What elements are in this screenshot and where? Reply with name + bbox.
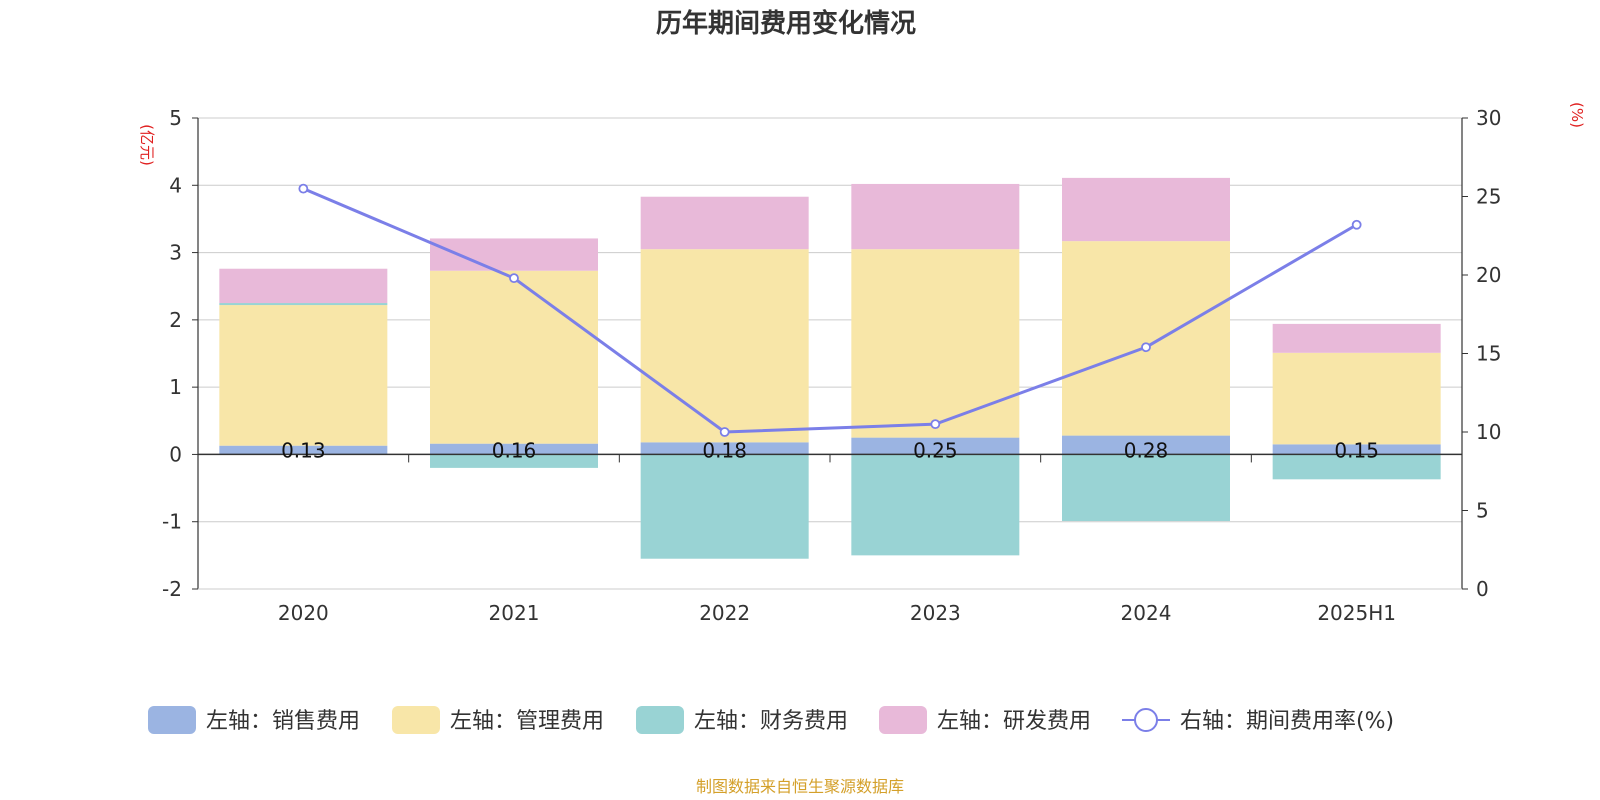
legend-swatch-1 — [392, 706, 440, 734]
legend-swatch-2 — [636, 706, 684, 734]
legend-swatch-0 — [148, 706, 196, 734]
bar-1-3 — [851, 249, 1020, 438]
grid-lines — [198, 117, 1462, 590]
data-label: 0.18 — [702, 438, 747, 462]
bar-2-4 — [1062, 454, 1230, 522]
bar-1-2 — [640, 249, 809, 443]
x-tick-label: 2022 — [699, 601, 750, 625]
left-tick-label: -2 — [162, 577, 182, 601]
x-tick-label: 2023 — [910, 601, 961, 625]
legend-label-4: 右轴：期间费用率(%) — [1180, 709, 1394, 734]
line-point-3 — [930, 419, 941, 430]
line-series — [298, 183, 1362, 437]
data-label: 0.13 — [281, 438, 326, 462]
bar-3-4 — [1062, 177, 1230, 242]
line-point-0 — [298, 183, 309, 194]
bar-3-2 — [640, 196, 809, 250]
left-tick-label: 4 — [169, 173, 182, 197]
bar-2-3 — [851, 454, 1020, 556]
data-label: 0.16 — [492, 438, 537, 462]
left-tick-label: 1 — [169, 375, 182, 399]
bar-0-0 — [219, 445, 388, 455]
bar-2-0 — [219, 303, 388, 306]
legend-label-2: 左轴：财务费用 — [694, 709, 848, 734]
left-tick-label: 2 — [169, 308, 182, 332]
legend-label-3: 左轴：研发费用 — [937, 709, 1091, 734]
data-label: 0.28 — [1124, 438, 1169, 462]
left-tick-label: 3 — [169, 241, 182, 265]
line-point-5 — [1351, 219, 1362, 230]
bar-0-2 — [640, 442, 809, 455]
right-tick-label: 15 — [1476, 342, 1501, 366]
source-note: 制图数据来自恒生聚源数据库 — [696, 777, 904, 796]
bar-2-5 — [1272, 454, 1441, 480]
left-tick-label: 0 — [169, 442, 182, 466]
right-axis: 30 25 20 15 10 5 0 — [1462, 106, 1501, 601]
right-tick-label: 10 — [1476, 420, 1501, 444]
legend-swatch-3 — [879, 706, 927, 734]
legend-marker-4 — [1134, 708, 1158, 732]
bar-1-5 — [1272, 352, 1441, 445]
right-tick-label: 20 — [1476, 263, 1501, 287]
bar-1-0 — [219, 305, 388, 446]
legend-label-1: 左轴：管理费用 — [450, 709, 604, 734]
left-tick-label: -1 — [162, 510, 182, 534]
right-axis-unit: (%) — [1568, 102, 1586, 128]
bar-3-3 — [851, 183, 1020, 250]
bar-series — [219, 177, 1441, 559]
x-tick-label: 2021 — [489, 601, 540, 625]
bar-3-0 — [219, 268, 388, 304]
x-tick-label: 2024 — [1121, 601, 1172, 625]
x-tick-label: 2020 — [278, 601, 329, 625]
left-axis-unit: (亿元) — [138, 124, 156, 166]
bar-3-5 — [1272, 323, 1441, 353]
line-point-4 — [1141, 342, 1151, 353]
bar-0-5 — [1272, 444, 1441, 455]
bar-1-4 — [1062, 241, 1230, 436]
legend: 左轴：销售费用 左轴：管理费用 左轴：财务费用 左轴：研发费用 右轴：期间费用率(%) — [148, 706, 1394, 734]
bar-2-2 — [640, 454, 809, 559]
axis-lines — [197, 118, 1463, 590]
data-label: 0.15 — [1334, 438, 1379, 462]
line-point-2 — [719, 427, 730, 437]
line-4 — [302, 187, 1358, 434]
data-labels: 0.13 0.16 0.18 0.25 0.28 0.15 — [281, 438, 1379, 462]
line-point-1 — [509, 273, 519, 284]
right-tick-label: 30 — [1476, 106, 1501, 130]
x-tick-label: 2025H1 — [1317, 601, 1396, 625]
bar-2-1 — [430, 454, 598, 468]
bar-0-1 — [430, 443, 598, 455]
left-tick-label: 5 — [169, 106, 182, 130]
data-label: 0.25 — [913, 438, 958, 462]
right-tick-label: 5 — [1476, 499, 1489, 523]
bar-0-3 — [851, 437, 1020, 455]
x-axis: 2020 2021 2022 2023 2024 2025H1 — [278, 601, 1396, 625]
legend-label-0: 左轴：销售费用 — [206, 709, 360, 734]
left-axis: 5 4 3 2 1 0 -1 -2 — [162, 106, 198, 601]
right-tick-label: 0 — [1476, 577, 1489, 601]
bar-1-1 — [430, 270, 598, 444]
bar-0-4 — [1062, 435, 1230, 455]
chart-title: 历年期间费用变化情况 — [656, 8, 916, 39]
right-tick-label: 25 — [1476, 185, 1501, 209]
